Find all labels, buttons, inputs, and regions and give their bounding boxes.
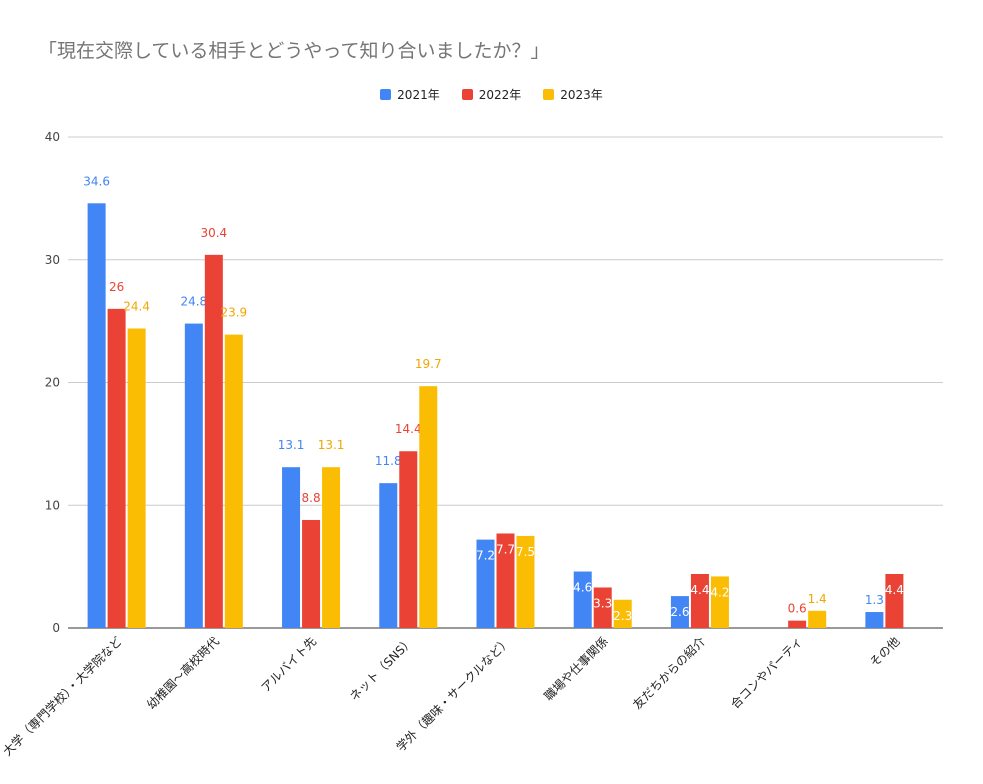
bar: [788, 620, 807, 628]
bar: [302, 519, 321, 628]
data-label: 24.4: [123, 299, 150, 313]
data-label: 7.7: [496, 542, 515, 556]
bar: [476, 539, 495, 628]
data-label: 23.9: [220, 306, 247, 320]
y-tick-label: 0: [52, 621, 60, 635]
y-tick-label: 40: [45, 130, 60, 144]
bar: [204, 254, 223, 628]
data-label: 8.8: [302, 491, 321, 505]
category-label: 職場や仕事関係: [542, 634, 611, 703]
data-label: 4.6: [573, 581, 592, 595]
bar: [107, 308, 126, 628]
data-label: 7.2: [476, 549, 495, 563]
category-label: 合コンやパーティ: [727, 634, 805, 712]
data-label: 13.1: [278, 438, 305, 452]
data-label: 34.6: [83, 174, 110, 188]
legend: 2021年 2022年 2023年: [0, 86, 983, 103]
data-label: 0.6: [788, 602, 807, 616]
data-label: 2.3: [613, 609, 632, 623]
bar: [573, 571, 592, 628]
data-label: 1.3: [865, 593, 884, 607]
legend-label-2022: 2022年: [478, 88, 522, 102]
bar: [670, 596, 689, 628]
data-label: 24.8: [180, 295, 207, 309]
legend-item-2022: 2022年: [461, 86, 522, 103]
category-label: その他: [867, 634, 902, 669]
bar: [87, 203, 106, 628]
bar: [690, 573, 709, 628]
data-label: 11.8: [375, 454, 402, 468]
data-label: 1.4: [808, 592, 827, 606]
category-label: 学外（趣味・サークルなど）: [393, 634, 514, 755]
data-label: 4.4: [690, 583, 709, 597]
data-label: 19.7: [415, 357, 442, 371]
category-label: 大学（専門学校）・大学院など: [0, 634, 125, 759]
bar: [399, 451, 418, 628]
category-label: 幼稚園〜高校時代: [143, 634, 221, 712]
data-label: 26: [109, 280, 124, 294]
category-label: 友だちからの紹介: [630, 634, 708, 712]
bar: [710, 576, 729, 628]
bar: [282, 467, 301, 628]
bar: [224, 334, 243, 628]
data-label: 13.1: [318, 438, 345, 452]
data-label: 2.6: [670, 605, 689, 619]
legend-label-2023: 2023年: [560, 88, 603, 102]
y-tick-label: 10: [45, 498, 60, 512]
category-label: アルバイト先: [258, 634, 319, 695]
bar: [379, 483, 398, 628]
bar: [127, 328, 146, 628]
legend-swatch-2023: [543, 89, 555, 100]
bar: [322, 467, 341, 628]
data-label: 4.2: [710, 585, 729, 599]
y-tick-label: 20: [45, 376, 60, 390]
bar: [419, 386, 438, 628]
y-tick-label: 30: [45, 253, 60, 267]
category-label: ネット（SNS）: [347, 634, 416, 703]
bar: [516, 535, 535, 628]
legend-swatch-2021: [380, 89, 392, 100]
bar: [593, 587, 612, 628]
bar: [808, 610, 827, 628]
bar: [613, 599, 632, 628]
chart-title: 「現在交際している相手とどうやって知り合いましたか？」: [38, 40, 550, 62]
data-label: 14.4: [395, 422, 422, 436]
legend-item-2021: 2021年: [380, 86, 440, 103]
bar: [885, 573, 904, 628]
data-label: 3.3: [593, 596, 612, 610]
bar: [865, 612, 884, 628]
legend-label-2021: 2021年: [397, 88, 440, 102]
legend-swatch-2022: [461, 89, 473, 100]
bar: [184, 323, 203, 628]
bar: [496, 533, 515, 628]
data-label: 4.4: [885, 583, 904, 597]
data-label: 30.4: [200, 226, 227, 240]
data-label: 7.5: [516, 545, 535, 559]
legend-item-2023: 2023年: [543, 86, 603, 103]
